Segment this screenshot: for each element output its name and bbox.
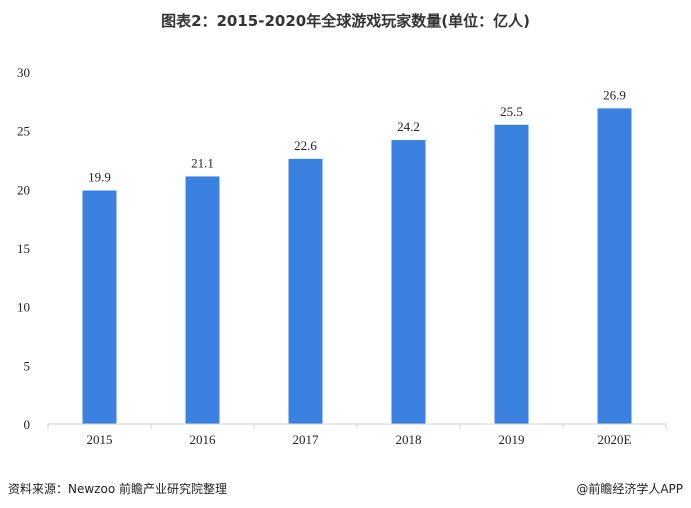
y-tick-label: 20	[17, 182, 30, 197]
data-label: 22.6	[294, 138, 317, 153]
y-tick-label: 25	[17, 124, 30, 139]
x-tick-label: 2019	[499, 432, 525, 447]
source-note: 资料来源：Newzoo 前瞻产业研究院整理	[8, 482, 227, 496]
y-tick-label: 15	[17, 241, 30, 256]
y-tick-label: 0	[24, 417, 31, 432]
bar	[494, 124, 529, 425]
y-tick-label: 5	[24, 358, 31, 373]
y-axis: 0 5 10 15 20 25 30	[17, 65, 30, 432]
bar	[597, 108, 632, 424]
chart-title: 图表2：2015-2020年全球游戏玩家数量(单位：亿人)	[161, 12, 530, 30]
data-label: 26.9	[603, 87, 626, 102]
bar	[288, 158, 323, 424]
x-axis: 2015 2016 2017 2018 2019 2020E	[47, 423, 667, 447]
x-tick-label: 2018	[396, 432, 422, 447]
brand-credit: @前瞻经济学人APP	[576, 482, 683, 496]
bars: 19.9 21.1 22.6 24.2 25.5 26.9	[82, 87, 632, 425]
x-tick-label: 2017	[293, 432, 320, 447]
data-label: 24.2	[397, 119, 420, 134]
y-tick-label: 30	[17, 65, 30, 80]
bar	[391, 140, 426, 424]
data-label: 25.5	[500, 104, 523, 119]
data-label: 21.1	[191, 155, 214, 170]
bar	[82, 190, 117, 424]
x-tick-label: 2016	[190, 432, 217, 447]
x-tick-label: 2020E	[598, 432, 632, 447]
data-label: 19.9	[88, 170, 111, 185]
y-tick-label: 10	[17, 300, 30, 315]
bar	[185, 176, 220, 424]
x-tick-label: 2015	[87, 432, 113, 447]
